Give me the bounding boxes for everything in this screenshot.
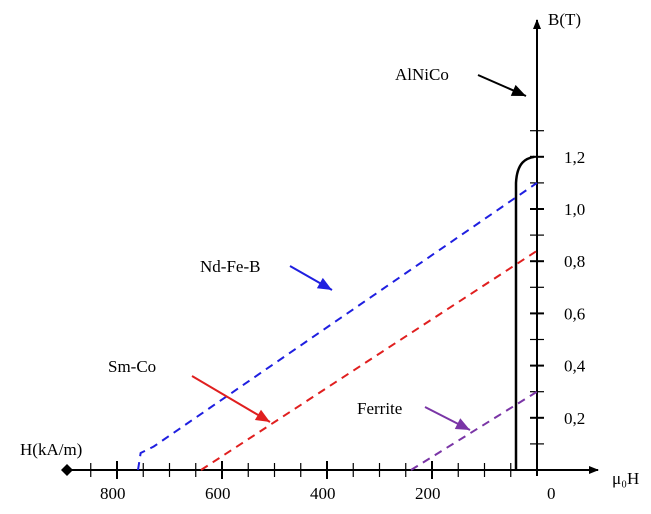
series-line-alnico	[514, 155, 535, 470]
y-tick-label: 1,2	[564, 148, 585, 167]
arrowhead-sm-co	[254, 409, 270, 422]
series-line-sm-co	[200, 249, 538, 471]
y-tick-label: 1,0	[564, 200, 585, 219]
series-lines	[137, 155, 538, 471]
x-axis-label: H(kA/m)	[20, 440, 82, 459]
x-tick-label: 200	[415, 484, 441, 503]
annotations: AlNiCo Nd-Fe-B Sm-Co Ferrite	[108, 65, 527, 431]
y-tick-label: 0,2	[564, 409, 585, 428]
y-tick-label: 0,6	[564, 304, 585, 323]
arrow-sm-co	[191, 375, 271, 423]
arrowhead-alnico	[510, 84, 526, 96]
x-axis-start-diamond	[61, 464, 73, 476]
x-tick-label: 800	[100, 484, 126, 503]
label-alnico: AlNiCo	[395, 65, 449, 84]
x-tick-label: 0	[547, 484, 556, 503]
y-tick-label: 0,4	[564, 357, 586, 376]
tick-marks: 800 600 400 200 0 0,2 0,4 0,6 0,8 1,0 1,2	[90, 130, 586, 503]
label-ferrite: Ferrite	[357, 399, 402, 418]
y-axis-label: B(T)	[548, 10, 581, 29]
arrowhead-ferrite	[454, 418, 470, 430]
label-sm-co: Sm-Co	[108, 357, 156, 376]
label-nd-fe-b: Nd-Fe-B	[200, 257, 260, 276]
series-line-nd-fe-b	[137, 182, 538, 471]
x-axis-right-label: μ₀H	[612, 469, 639, 488]
x-tick-label: 600	[205, 484, 231, 503]
series-line-ferrite	[410, 390, 538, 471]
axis-labels: B(T) H(kA/m) μ₀H	[20, 10, 639, 488]
x-tick-label: 400	[310, 484, 336, 503]
arrowhead-nd-fe-b	[316, 277, 332, 290]
y-tick-label: 0,8	[564, 252, 585, 271]
axes	[61, 19, 599, 476]
